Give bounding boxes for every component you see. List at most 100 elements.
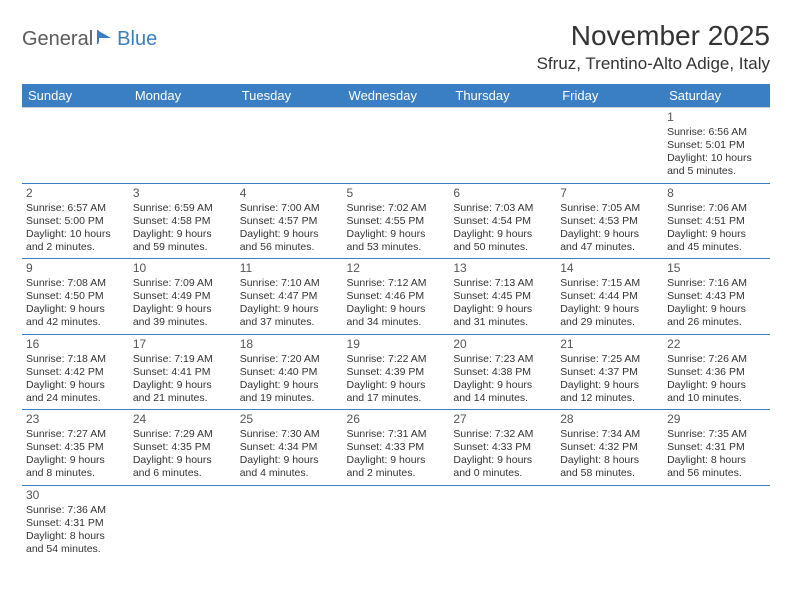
cell-sunset: Sunset: 4:44 PM — [560, 290, 659, 303]
calendar-row: 23Sunrise: 7:27 AMSunset: 4:35 PMDayligh… — [22, 410, 770, 486]
cell-sunset: Sunset: 4:36 PM — [667, 366, 766, 379]
day-number: 22 — [667, 337, 766, 352]
day-number: 28 — [560, 412, 659, 427]
calendar-cell: 25Sunrise: 7:30 AMSunset: 4:34 PMDayligh… — [236, 410, 343, 486]
calendar-cell: 3Sunrise: 6:59 AMSunset: 4:58 PMDaylight… — [129, 183, 236, 259]
calendar-cell: 23Sunrise: 7:27 AMSunset: 4:35 PMDayligh… — [22, 410, 129, 486]
cell-sunset: Sunset: 4:54 PM — [453, 215, 552, 228]
day-number: 6 — [453, 186, 552, 201]
cell-sunrise: Sunrise: 7:27 AM — [26, 428, 125, 441]
cell-day2: and 6 minutes. — [133, 467, 232, 480]
cell-sunrise: Sunrise: 7:16 AM — [667, 277, 766, 290]
cell-sunrise: Sunrise: 6:59 AM — [133, 202, 232, 215]
cell-day1: Daylight: 9 hours — [26, 454, 125, 467]
cell-day1: Daylight: 9 hours — [453, 379, 552, 392]
cell-day1: Daylight: 9 hours — [240, 228, 339, 241]
calendar-cell: 21Sunrise: 7:25 AMSunset: 4:37 PMDayligh… — [556, 334, 663, 410]
cell-sunrise: Sunrise: 7:31 AM — [347, 428, 446, 441]
day-number: 15 — [667, 261, 766, 276]
cell-day1: Daylight: 9 hours — [453, 454, 552, 467]
cell-sunset: Sunset: 4:53 PM — [560, 215, 659, 228]
day-number: 23 — [26, 412, 125, 427]
cell-sunrise: Sunrise: 6:56 AM — [667, 126, 766, 139]
cell-day1: Daylight: 9 hours — [26, 379, 125, 392]
day-header-row: SundayMondayTuesdayWednesdayThursdayFrid… — [22, 84, 770, 108]
cell-day2: and 45 minutes. — [667, 241, 766, 254]
cell-sunset: Sunset: 4:38 PM — [453, 366, 552, 379]
cell-sunrise: Sunrise: 7:36 AM — [26, 504, 125, 517]
cell-sunset: Sunset: 5:01 PM — [667, 139, 766, 152]
calendar-cell: 19Sunrise: 7:22 AMSunset: 4:39 PMDayligh… — [343, 334, 450, 410]
cell-day2: and 10 minutes. — [667, 392, 766, 405]
calendar-cell: 5Sunrise: 7:02 AMSunset: 4:55 PMDaylight… — [343, 183, 450, 259]
calendar-cell: 12Sunrise: 7:12 AMSunset: 4:46 PMDayligh… — [343, 259, 450, 335]
day-number: 30 — [26, 488, 125, 503]
cell-sunrise: Sunrise: 7:23 AM — [453, 353, 552, 366]
day-number: 21 — [560, 337, 659, 352]
cell-sunset: Sunset: 4:37 PM — [560, 366, 659, 379]
cell-sunset: Sunset: 4:35 PM — [133, 441, 232, 454]
cell-sunset: Sunset: 4:40 PM — [240, 366, 339, 379]
cell-day1: Daylight: 10 hours — [667, 152, 766, 165]
calendar-cell: 2Sunrise: 6:57 AMSunset: 5:00 PMDaylight… — [22, 183, 129, 259]
cell-day1: Daylight: 9 hours — [453, 303, 552, 316]
cell-day2: and 39 minutes. — [133, 316, 232, 329]
cell-sunset: Sunset: 4:33 PM — [453, 441, 552, 454]
day-header: Thursday — [449, 84, 556, 108]
day-number: 7 — [560, 186, 659, 201]
cell-day2: and 2 minutes. — [26, 241, 125, 254]
day-number: 5 — [347, 186, 446, 201]
cell-sunrise: Sunrise: 7:10 AM — [240, 277, 339, 290]
cell-day2: and 0 minutes. — [453, 467, 552, 480]
cell-day1: Daylight: 9 hours — [347, 454, 446, 467]
day-number: 19 — [347, 337, 446, 352]
calendar-cell: 24Sunrise: 7:29 AMSunset: 4:35 PMDayligh… — [129, 410, 236, 486]
cell-sunrise: Sunrise: 7:22 AM — [347, 353, 446, 366]
cell-sunset: Sunset: 4:51 PM — [667, 215, 766, 228]
cell-day2: and 58 minutes. — [560, 467, 659, 480]
calendar-cell: 30Sunrise: 7:36 AMSunset: 4:31 PMDayligh… — [22, 485, 129, 560]
calendar-cell: 16Sunrise: 7:18 AMSunset: 4:42 PMDayligh… — [22, 334, 129, 410]
cell-day1: Daylight: 8 hours — [560, 454, 659, 467]
cell-sunrise: Sunrise: 7:03 AM — [453, 202, 552, 215]
cell-sunset: Sunset: 4:35 PM — [26, 441, 125, 454]
cell-day1: Daylight: 8 hours — [26, 530, 125, 543]
day-number: 1 — [667, 110, 766, 125]
calendar-row: 2Sunrise: 6:57 AMSunset: 5:00 PMDaylight… — [22, 183, 770, 259]
calendar-cell: 11Sunrise: 7:10 AMSunset: 4:47 PMDayligh… — [236, 259, 343, 335]
cell-day2: and 42 minutes. — [26, 316, 125, 329]
calendar-cell: 1Sunrise: 6:56 AMSunset: 5:01 PMDaylight… — [663, 108, 770, 184]
cell-sunset: Sunset: 4:58 PM — [133, 215, 232, 228]
calendar-cell — [449, 485, 556, 560]
cell-day2: and 54 minutes. — [26, 543, 125, 556]
header: General Blue November 2025 Sfruz, Trenti… — [22, 20, 770, 74]
cell-sunrise: Sunrise: 7:19 AM — [133, 353, 232, 366]
calendar-cell: 8Sunrise: 7:06 AMSunset: 4:51 PMDaylight… — [663, 183, 770, 259]
calendar-cell — [343, 108, 450, 184]
calendar-cell — [129, 108, 236, 184]
cell-sunrise: Sunrise: 7:26 AM — [667, 353, 766, 366]
cell-day1: Daylight: 9 hours — [133, 379, 232, 392]
cell-sunrise: Sunrise: 7:15 AM — [560, 277, 659, 290]
cell-day2: and 14 minutes. — [453, 392, 552, 405]
calendar-cell: 29Sunrise: 7:35 AMSunset: 4:31 PMDayligh… — [663, 410, 770, 486]
cell-day1: Daylight: 9 hours — [26, 303, 125, 316]
calendar-cell — [449, 108, 556, 184]
cell-sunrise: Sunrise: 7:06 AM — [667, 202, 766, 215]
cell-sunset: Sunset: 4:33 PM — [347, 441, 446, 454]
cell-sunset: Sunset: 4:39 PM — [347, 366, 446, 379]
day-number: 10 — [133, 261, 232, 276]
cell-sunset: Sunset: 5:00 PM — [26, 215, 125, 228]
cell-day1: Daylight: 9 hours — [667, 303, 766, 316]
cell-day1: Daylight: 9 hours — [347, 379, 446, 392]
cell-sunset: Sunset: 4:45 PM — [453, 290, 552, 303]
cell-day1: Daylight: 9 hours — [133, 454, 232, 467]
cell-day2: and 56 minutes. — [667, 467, 766, 480]
logo-text-general: General — [22, 28, 93, 51]
cell-day1: Daylight: 9 hours — [667, 228, 766, 241]
calendar-cell — [343, 485, 450, 560]
calendar-cell: 14Sunrise: 7:15 AMSunset: 4:44 PMDayligh… — [556, 259, 663, 335]
cell-day1: Daylight: 9 hours — [133, 303, 232, 316]
cell-sunrise: Sunrise: 7:34 AM — [560, 428, 659, 441]
day-header: Saturday — [663, 84, 770, 108]
